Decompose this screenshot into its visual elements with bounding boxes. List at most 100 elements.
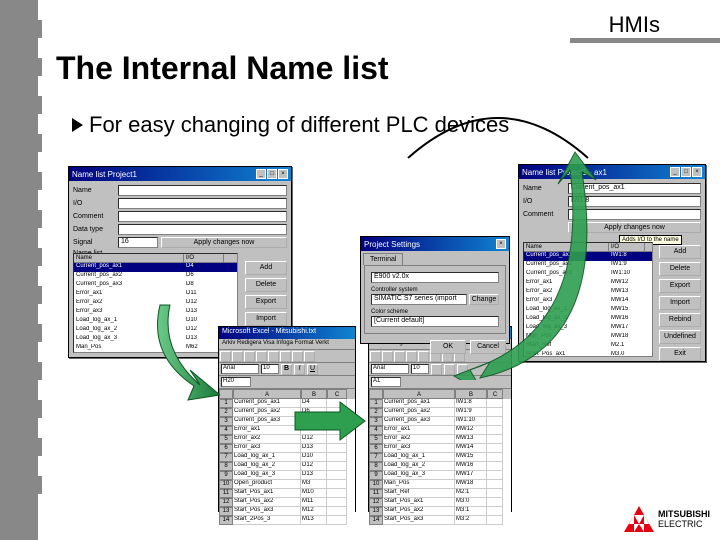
rebind-button[interactable]: Rebind [659,313,701,327]
underline-button[interactable]: U [307,364,318,375]
table-row[interactable]: 3Current_pos_ax3D8 [219,417,355,426]
import-button[interactable]: Import [659,296,701,310]
exit-button[interactable]: Exit [659,347,701,361]
list-item[interactable]: Error_ax1D11 [74,290,237,299]
list-item[interactable]: Current_pos_ax1D4 [74,263,237,272]
table-row[interactable]: 13Start_Pos_ax3M12 [219,507,355,516]
list-item[interactable]: Error_ax2MW13 [524,288,652,297]
table-row[interactable]: 13Start_Pos_ax2M3:1 [369,507,511,516]
update-button[interactable]: Apply changes now [161,237,287,248]
italic-button[interactable] [444,364,455,375]
io-input[interactable]: IW1:8 [568,196,701,207]
list-item[interactable]: Start_Pos_ax1M3.0 [524,351,652,357]
list-item[interactable]: Current_pos_ax1IW1:8 [524,252,652,261]
name-input[interactable]: Current_pos_ax1 [568,183,701,194]
controller-field[interactable]: SIMATIC S7 series (import [371,294,467,305]
list-item[interactable]: Load_log_ax_1D10 [74,317,237,326]
toolbar-button[interactable] [304,351,315,362]
delete-button[interactable]: Delete [659,262,701,276]
table-row[interactable]: 9Load_log_ax_3MW17 [369,471,511,480]
table-row[interactable]: 1Current_pos_ax1D4 [219,399,355,408]
table-row[interactable]: 14Start_2Pos_3M13 [219,516,355,525]
datatype-input[interactable] [118,224,287,235]
toolbar-button[interactable] [280,351,291,362]
name-list-box[interactable]: NameI/OCurrent_pos_ax1D4Current_pos_ax2D… [73,253,238,353]
table-row[interactable]: 5Error_ax2D12 [219,435,355,444]
table-row[interactable]: 6Error_ax3D13 [219,444,355,453]
cell-ref[interactable]: H20 [221,377,251,387]
color-field[interactable]: [Current default] [371,316,499,327]
import-button[interactable]: Import [245,312,287,326]
toolbar-button[interactable] [256,351,267,362]
name-list-box[interactable]: NameI/OCurrent_pos_ax1IW1:8Current_pos_a… [523,242,653,357]
cancel-button[interactable]: Cancel [470,340,506,354]
list-item[interactable]: Load_log_ax_2D12 [74,326,237,335]
table-row[interactable]: 8Load_log_ax_2D12 [219,462,355,471]
minimize-icon[interactable]: _ [256,169,266,179]
maximize-icon[interactable]: □ [681,167,691,177]
size-select[interactable]: 10 [261,364,279,374]
table-row[interactable]: 4Error_ax1MW12 [369,426,511,435]
table-row[interactable]: 2Current_pos_ax2D6 [219,408,355,417]
signal-input[interactable]: 16 [118,237,158,248]
model-field[interactable]: E900 v2.0x [371,272,499,283]
list-item[interactable]: Load_log_ax_1MW15 [524,306,652,315]
table-row[interactable]: 14Start_Pos_ax3M3:2 [369,516,511,525]
toolbar-button[interactable] [220,351,231,362]
maximize-icon[interactable]: □ [267,169,277,179]
spreadsheet-grid[interactable]: ABC1Current_pos_ax1IW1:82Current_pos_ax2… [369,389,511,525]
list-item[interactable]: Current_pos_ax2D6 [74,272,237,281]
toolbar-button[interactable] [232,351,243,362]
export-button[interactable]: Export [245,295,287,309]
bold-button[interactable]: B [281,364,292,375]
table-row[interactable]: 3Current_pos_ax3IW1:10 [369,417,511,426]
change-button[interactable]: Change [469,294,499,305]
table-row[interactable]: 4Error_ax1D11 [219,426,355,435]
font-select[interactable]: Arial [371,364,409,374]
undefined-button[interactable]: Undefined [659,330,701,344]
list-item[interactable]: Start_RefM2.1 [524,342,652,351]
bold-button[interactable] [431,364,442,375]
table-row[interactable]: 7Load_log_ax_1MW15 [369,453,511,462]
list-item[interactable]: Current_pos_ax3IW1:10 [524,270,652,279]
ok-button[interactable]: OK [430,340,466,354]
table-row[interactable]: 6Error_ax3MW14 [369,444,511,453]
table-row[interactable]: 2Current_pos_ax2IW1:9 [369,408,511,417]
table-row[interactable]: 5Error_ax2MW13 [369,435,511,444]
toolbar-button[interactable] [244,351,255,362]
close-icon[interactable]: × [496,239,506,249]
table-row[interactable]: 9Load_log_ax_3D13 [219,471,355,480]
delete-button[interactable]: Delete [245,278,287,292]
size-select[interactable]: 10 [411,364,429,374]
table-row[interactable]: 10Open_productM3 [219,480,355,489]
list-item[interactable]: Load_log_ax_2MW16 [524,315,652,324]
list-item[interactable]: Load_log_ax_3D13 [74,335,237,344]
table-row[interactable]: 11Start_RefM2:1 [369,489,511,498]
table-row[interactable]: 11Start_Pos_ax1M10 [219,489,355,498]
minimize-icon[interactable]: _ [670,167,680,177]
list-item[interactable]: Load_log_ax_3MW17 [524,324,652,333]
table-row[interactable]: 12Start_Pos_ax2M11 [219,498,355,507]
table-row[interactable]: 1Current_pos_ax1IW1:8 [369,399,511,408]
name-input[interactable] [118,185,287,196]
table-row[interactable]: 10Man_PosMW18 [369,480,511,489]
toolbar-button[interactable] [268,351,279,362]
list-item[interactable]: Error_ax1MW12 [524,279,652,288]
tab-terminal[interactable]: Terminal [363,253,403,265]
export-button[interactable]: Export [659,279,701,293]
table-row[interactable]: 8Load_log_ax_2MW16 [369,462,511,471]
comment-input[interactable] [118,211,287,222]
list-item[interactable]: Error_ax3MW14 [524,297,652,306]
excel-menubar[interactable]: Arkiv Redigera Visa Infoga Format Verkt [219,339,355,350]
cell-ref[interactable]: A1 [371,377,401,387]
io-input[interactable] [118,198,287,209]
list-item[interactable]: Man_PosM62 [74,344,237,353]
underline-button[interactable] [457,364,468,375]
spreadsheet-grid[interactable]: ABC1Current_pos_ax1D42Current_pos_ax2D63… [219,389,355,525]
add-button[interactable]: Add [245,261,287,275]
list-item[interactable]: Error_ax2D12 [74,299,237,308]
list-item[interactable]: Current_pos_ax2IW1:9 [524,261,652,270]
close-icon[interactable]: × [692,167,702,177]
update-button[interactable]: Apply changes now [568,222,701,233]
font-select[interactable]: Arial [221,364,259,374]
